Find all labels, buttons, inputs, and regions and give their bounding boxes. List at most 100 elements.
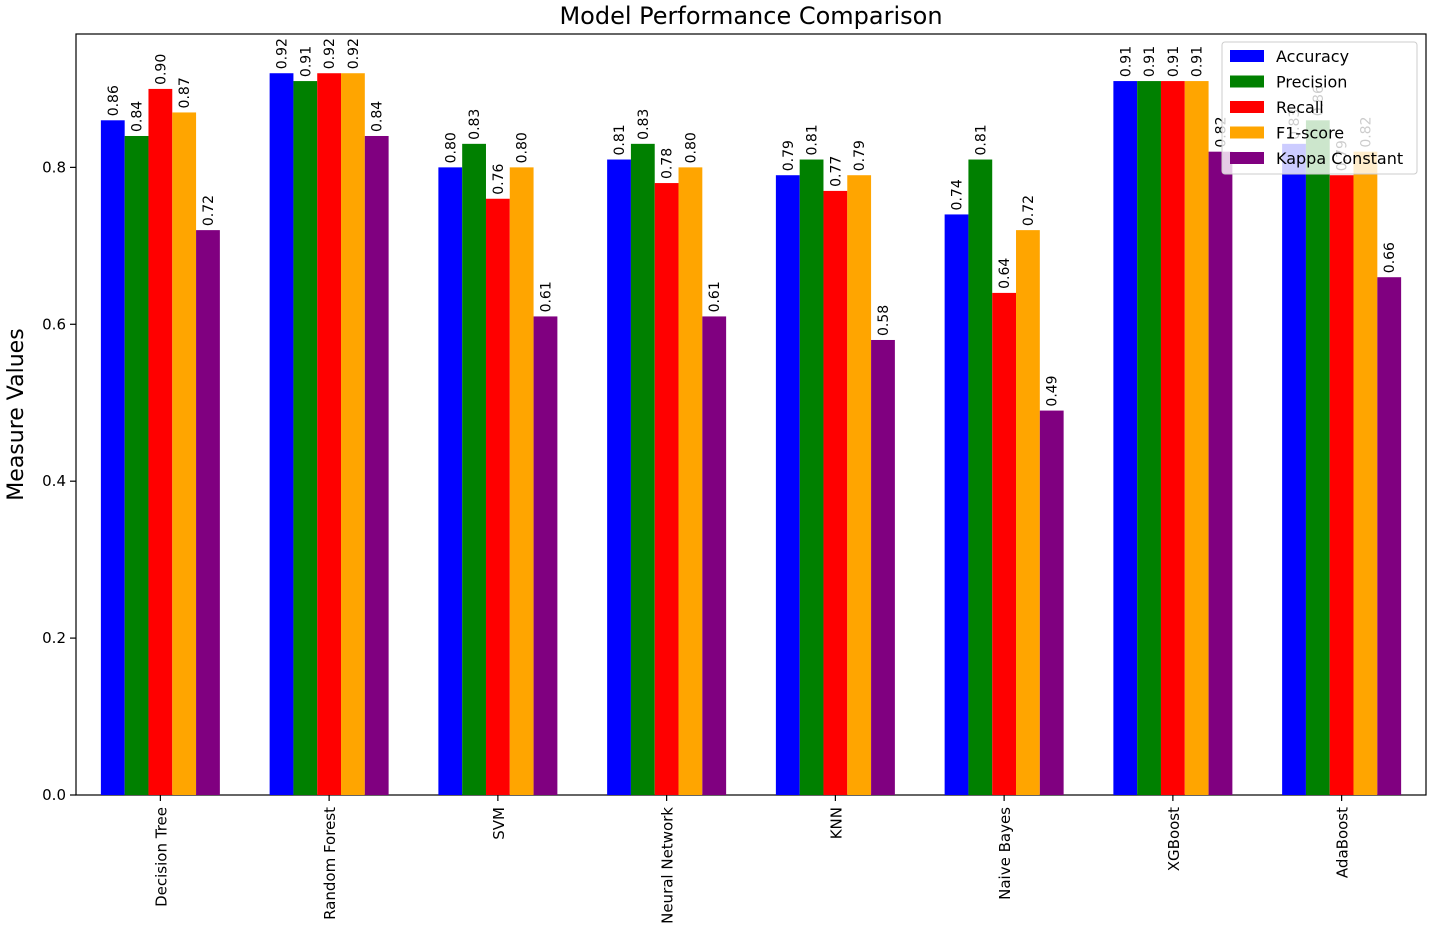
data-label: 0.49 <box>1045 375 1061 406</box>
data-label: 0.81 <box>805 124 821 155</box>
data-label: 0.84 <box>370 101 386 132</box>
legend-label: Recall <box>1276 98 1324 117</box>
bar-f1-score-naive-bayes <box>1016 230 1040 795</box>
bar-precision-random-forest <box>293 81 318 795</box>
bar-f1-score-knn <box>847 175 872 796</box>
legend-swatch <box>1230 101 1264 113</box>
y-tick-label: 0.0 <box>42 786 66 804</box>
x-tick-label: Random Forest <box>321 807 339 920</box>
bar-precision-adaboost <box>1305 120 1330 796</box>
bar-precision-naive-bayes <box>968 159 993 795</box>
data-label: 0.79 <box>852 140 868 171</box>
bar-kappa-constant-knn <box>871 339 895 795</box>
bar-f1-score-neural-network <box>678 167 703 795</box>
data-label: 0.87 <box>177 77 193 108</box>
x-tick-label: SVM <box>490 807 508 840</box>
bar-recall-random-forest <box>317 73 342 796</box>
data-label: 0.91 <box>1190 46 1206 77</box>
legend-swatch <box>1230 126 1264 139</box>
legend-label: Precision <box>1276 73 1347 92</box>
bar-f1-score-decision-tree <box>172 112 197 795</box>
x-tick-label: KNN <box>827 807 845 839</box>
data-label: 0.76 <box>491 163 507 194</box>
data-label: 0.61 <box>538 281 554 312</box>
data-label: 0.92 <box>346 38 362 69</box>
bar-accuracy-svm <box>438 167 463 795</box>
data-label: 0.72 <box>1021 195 1037 226</box>
bar-accuracy-decision-tree <box>100 120 125 796</box>
bar-kappa-constant-naive-bayes <box>1039 410 1064 795</box>
data-label: 0.66 <box>1382 242 1398 273</box>
data-label: 0.91 <box>298 46 314 77</box>
bar-kappa-constant-adaboost <box>1377 277 1402 796</box>
bar-precision-svm <box>462 143 486 796</box>
y-tick-label: 0.4 <box>42 472 66 490</box>
data-label: 0.83 <box>636 109 652 140</box>
data-label: 0.81 <box>612 124 628 155</box>
x-tick-label: Decision Tree <box>152 807 170 907</box>
data-label: 0.91 <box>1166 46 1182 77</box>
data-label: 0.80 <box>515 132 531 163</box>
bar-accuracy-random-forest <box>269 73 294 796</box>
data-label: 0.72 <box>201 195 217 226</box>
bar-recall-decision-tree <box>148 88 173 796</box>
bar-accuracy-adaboost <box>1282 143 1306 796</box>
chart-title: Model Performance Comparison <box>559 2 942 30</box>
bar-f1-score-adaboost <box>1353 151 1378 795</box>
y-tick-label: 0.6 <box>42 315 66 333</box>
data-label: 0.84 <box>130 101 146 132</box>
bar-kappa-constant-svm <box>533 316 558 795</box>
legend-swatch <box>1230 75 1264 88</box>
x-tick-label: Neural Network <box>659 807 677 924</box>
x-tick-label: Naive Bayes <box>996 807 1014 900</box>
bar-f1-score-xgboost <box>1184 81 1209 795</box>
legend-label: Kappa Constant <box>1276 149 1403 168</box>
data-label: 0.58 <box>876 305 892 336</box>
data-label: 0.83 <box>467 109 483 140</box>
bar-recall-neural-network <box>654 183 679 795</box>
bar-precision-knn <box>799 159 824 795</box>
data-label: 0.61 <box>707 281 723 312</box>
data-label: 0.92 <box>275 38 291 69</box>
legend-swatch <box>1230 50 1264 62</box>
data-label: 0.78 <box>660 148 676 179</box>
bar-accuracy-knn <box>775 175 800 796</box>
bar-recall-knn <box>823 190 848 795</box>
plot-frame <box>75 33 1427 796</box>
data-label: 0.91 <box>1142 46 1158 77</box>
bar-kappa-constant-decision-tree <box>196 230 220 795</box>
bar-precision-decision-tree <box>124 135 149 796</box>
bar-precision-xgboost <box>1137 81 1161 795</box>
data-label: 0.86 <box>106 85 122 116</box>
bar-accuracy-naive-bayes <box>944 214 969 795</box>
data-label: 0.90 <box>153 54 169 85</box>
data-label: 0.91 <box>1118 46 1134 77</box>
data-label: 0.74 <box>950 179 966 210</box>
bar-accuracy-neural-network <box>607 159 631 795</box>
bar-recall-naive-bayes <box>992 292 1017 795</box>
bar-recall-svm <box>485 198 510 795</box>
legend-label: F1-score <box>1276 124 1344 143</box>
bar-kappa-constant-neural-network <box>702 316 727 795</box>
data-label: 0.92 <box>322 38 338 69</box>
legend-label: Accuracy <box>1276 47 1349 66</box>
x-tick-label: XGBoost <box>1165 807 1183 871</box>
bar-f1-score-random-forest <box>341 73 365 796</box>
y-tick-label: 0.2 <box>42 629 66 647</box>
x-tick-label: AdaBoost <box>1334 807 1352 878</box>
data-label: 0.81 <box>973 124 989 155</box>
data-label: 0.79 <box>781 140 797 171</box>
bar-f1-score-svm <box>509 167 534 795</box>
y-tick-label: 0.8 <box>42 158 66 176</box>
bar-accuracy-xgboost <box>1113 81 1138 795</box>
legend-swatch <box>1230 152 1264 164</box>
data-label: 0.64 <box>997 258 1013 289</box>
bar-kappa-constant-random-forest <box>364 135 389 796</box>
y-axis-label: Measure Values <box>4 328 29 500</box>
bar-recall-xgboost <box>1160 81 1185 795</box>
legend <box>1221 41 1418 175</box>
data-label: 0.77 <box>828 156 844 187</box>
bar-recall-adaboost <box>1329 175 1354 796</box>
